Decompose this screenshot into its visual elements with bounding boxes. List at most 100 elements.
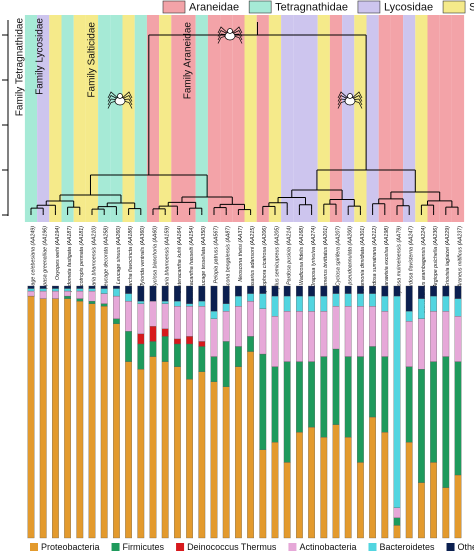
- bar-segment: [88, 288, 96, 292]
- bar-segment: [308, 311, 316, 362]
- bar-segment: [405, 311, 413, 322]
- bar-segment: [198, 346, 206, 372]
- stripe: [256, 15, 269, 222]
- x-tick-label: Pardosa flavisterna (AA247): [409, 226, 415, 292]
- stripe: [37, 15, 50, 222]
- dendrogram: [30, 22, 459, 215]
- legend-swatch: [288, 543, 297, 551]
- legend-label: Salticidae: [469, 1, 474, 13]
- stripe: [317, 15, 330, 222]
- legend-label: Bacteroidetes: [379, 542, 435, 552]
- spider-leg: [119, 91, 133, 101]
- bar-segment: [308, 361, 316, 428]
- x-tick-label: Evarcha flavocincta (AA186): [128, 226, 134, 293]
- spider-head: [227, 28, 233, 34]
- legend-swatch: [162, 0, 186, 14]
- legend-swatch: [357, 0, 381, 14]
- bar-segment: [308, 426, 316, 539]
- bar-segment: [39, 298, 47, 539]
- bar-segment: [405, 366, 413, 443]
- bar-segment: [283, 462, 291, 539]
- bar-segment: [210, 311, 218, 319]
- x-tick-label: Tharia bhamoensis (AA210): [91, 226, 97, 292]
- bar-segment: [222, 386, 230, 539]
- x-tick-label: Pardosa sumatrana (AA212): [372, 226, 378, 293]
- bar-segment: [356, 306, 364, 357]
- family-label: Family Araneidae: [183, 22, 194, 100]
- x-tick-label: Hasarius adansoni (AA215): [250, 226, 256, 291]
- bar-segment: [137, 333, 145, 345]
- bar-segment: [259, 353, 267, 450]
- stripe: [378, 15, 391, 222]
- bar-segment: [186, 379, 194, 539]
- bar-segment: [283, 361, 291, 463]
- bar-segment: [417, 298, 425, 319]
- stripe: [329, 15, 343, 222]
- legend-swatch: [446, 543, 455, 551]
- bar-segment: [39, 285, 47, 289]
- bar-segment: [222, 303, 230, 312]
- bar-segment: [271, 316, 279, 367]
- stripe: [403, 15, 416, 222]
- stripe: [305, 15, 318, 222]
- bar-segment: [247, 351, 255, 539]
- bar-segment: [344, 356, 352, 438]
- bar-segment: [442, 487, 450, 539]
- bar-segment: [417, 285, 425, 299]
- legend-label: Actinobacteria: [299, 542, 356, 552]
- bar-segment: [52, 285, 59, 289]
- bar-segment: [76, 298, 84, 302]
- bar-segment: [113, 288, 120, 297]
- stripe: [24, 15, 38, 222]
- bar-segment: [369, 293, 377, 307]
- bar-segment: [259, 293, 267, 309]
- bar-segment: [161, 300, 169, 304]
- bar-segment: [125, 300, 132, 332]
- stripe: [122, 15, 135, 222]
- bar-segment: [332, 285, 340, 294]
- bar-segment: [369, 416, 377, 539]
- stripe: [281, 15, 294, 222]
- x-tick-label: Pardosa pseudoannulata (AA200): [348, 226, 354, 306]
- bar-segment: [308, 285, 316, 297]
- bar-segment: [234, 295, 242, 307]
- bar-segment: [52, 288, 59, 292]
- bar-segment: [356, 285, 364, 294]
- bar-segment: [308, 295, 316, 312]
- bar-segment: [137, 285, 145, 302]
- bar-segment: [381, 311, 389, 357]
- bar-segment: [39, 290, 47, 299]
- x-tick-label: Pardosa pusiola (AA214): [287, 226, 293, 285]
- bar-segment: [27, 290, 35, 297]
- bar-segment: [125, 293, 132, 302]
- bar-segment: [173, 306, 181, 340]
- spider-leg: [217, 26, 231, 36]
- bar-segment: [430, 295, 438, 312]
- bar-segment: [430, 462, 438, 539]
- bar-segment: [64, 288, 71, 292]
- bar-segment: [161, 336, 169, 362]
- bar-segment: [271, 366, 279, 443]
- bar-segment: [234, 366, 242, 539]
- bar-segment: [381, 295, 389, 312]
- bar-segment: [210, 318, 218, 357]
- x-tick-label: Menemerus bivittatus (AA201): [323, 226, 329, 297]
- bar-segment: [369, 285, 377, 294]
- bar-segment: [198, 300, 206, 307]
- x-tick-label: Cyrtophora cicatrosa (AA206): [262, 226, 268, 296]
- legend-label: Tetragnathidae: [275, 1, 348, 13]
- bar-segment: [173, 343, 181, 367]
- stripe: [98, 15, 111, 222]
- spider-leg: [107, 91, 121, 101]
- bar-segment: [161, 361, 169, 539]
- bar-segment: [247, 285, 255, 294]
- bar-segment: [332, 348, 340, 425]
- bar-segment: [76, 285, 84, 289]
- x-tick-label: Wadicosa fidelis (AA168): [299, 226, 305, 285]
- family-label: Family Salticidae: [87, 22, 98, 98]
- bar-segment: [88, 290, 96, 302]
- bar-segment: [234, 346, 242, 367]
- bar-segment: [161, 303, 169, 329]
- spider-icon: [217, 26, 243, 44]
- bar-segment: [186, 336, 194, 345]
